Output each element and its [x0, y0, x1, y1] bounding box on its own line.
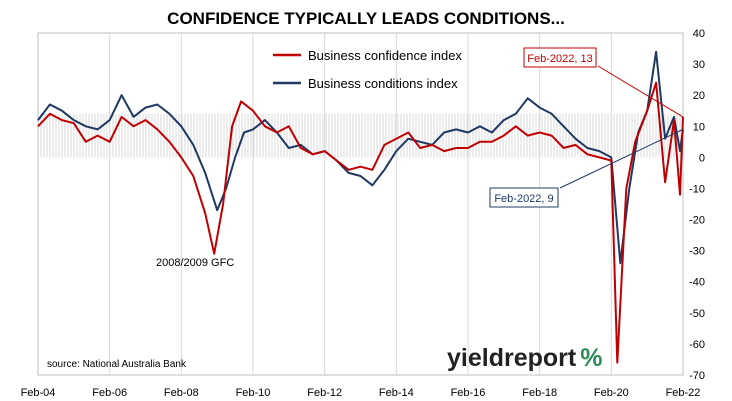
- yieldreport-logo: yieldreport%: [447, 344, 602, 372]
- source-note: source: National Australia Bank: [47, 359, 187, 370]
- callout-text-confidence: Feb-2022, 13: [527, 53, 592, 65]
- y-axis: 40 30 20 10 0 -10 -20 -30 -40 -50 -60 -70: [689, 28, 705, 382]
- chart-title: CONFIDENCE TYPICALLY LEADS CONDITIONS...: [167, 9, 565, 28]
- x-tick-label: Feb-10: [236, 387, 271, 399]
- y-tick-label: -40: [689, 277, 705, 289]
- x-tick-label: Feb-20: [594, 387, 629, 399]
- callout-box-conditions: [489, 187, 559, 208]
- x-tick-label: Feb-18: [522, 387, 557, 399]
- x-tick-label: Feb-08: [164, 387, 199, 399]
- y-tick-label: 0: [699, 152, 705, 164]
- gfc-annotation: 2008/2009 GFC: [156, 257, 234, 269]
- x-tick-label: Feb-06: [92, 387, 127, 399]
- y-tick-label: -10: [689, 183, 705, 195]
- y-tick-label: 30: [693, 59, 705, 71]
- series-layer: [37, 50, 684, 364]
- y-tick-label: -70: [689, 370, 705, 382]
- callout-leader-confidence: [597, 65, 684, 118]
- x-tick-label: Feb-16: [451, 387, 486, 399]
- x-axis: Feb-04 Feb-06 Feb-08 Feb-10 Feb-12 Feb-14 Feb-…: [21, 387, 701, 399]
- x-tick-label: Feb-14: [379, 387, 414, 399]
- confidence-line: [37, 81, 684, 364]
- shaded-band: [37, 113, 684, 158]
- callout-conditions: Feb-2022, 9: [489, 128, 684, 208]
- logo-percent-icon: %: [580, 344, 602, 372]
- y-tick-label: 20: [693, 90, 705, 102]
- x-tick-label: Feb-12: [307, 387, 342, 399]
- x-tick-label: Feb-04: [21, 387, 56, 399]
- x-tick-label: Feb-22: [666, 387, 701, 399]
- y-tick-label: 40: [693, 28, 705, 40]
- plot-area: [37, 32, 684, 376]
- callout-box-confidence: [523, 47, 597, 68]
- legend-label-confidence: Business confidence index: [308, 48, 462, 63]
- y-tick-label: -50: [689, 308, 705, 320]
- y-tick-label: -60: [689, 339, 705, 351]
- conditions-line: [37, 50, 684, 265]
- y-tick-label: -20: [689, 215, 705, 227]
- callout-text-conditions: Feb-2022, 9: [494, 193, 553, 205]
- callout-leader-conditions: [559, 128, 684, 189]
- legend-label-conditions: Business conditions index: [308, 76, 458, 91]
- y-tick-label: 10: [693, 121, 705, 133]
- legend: Business confidence index Business condi…: [273, 48, 462, 91]
- callout-confidence: Feb-2022, 13: [523, 47, 684, 118]
- logo-word: yieldreport: [447, 344, 577, 372]
- svg-text:yieldreport%: yieldreport%: [447, 344, 602, 372]
- y-tick-label: -30: [689, 246, 705, 258]
